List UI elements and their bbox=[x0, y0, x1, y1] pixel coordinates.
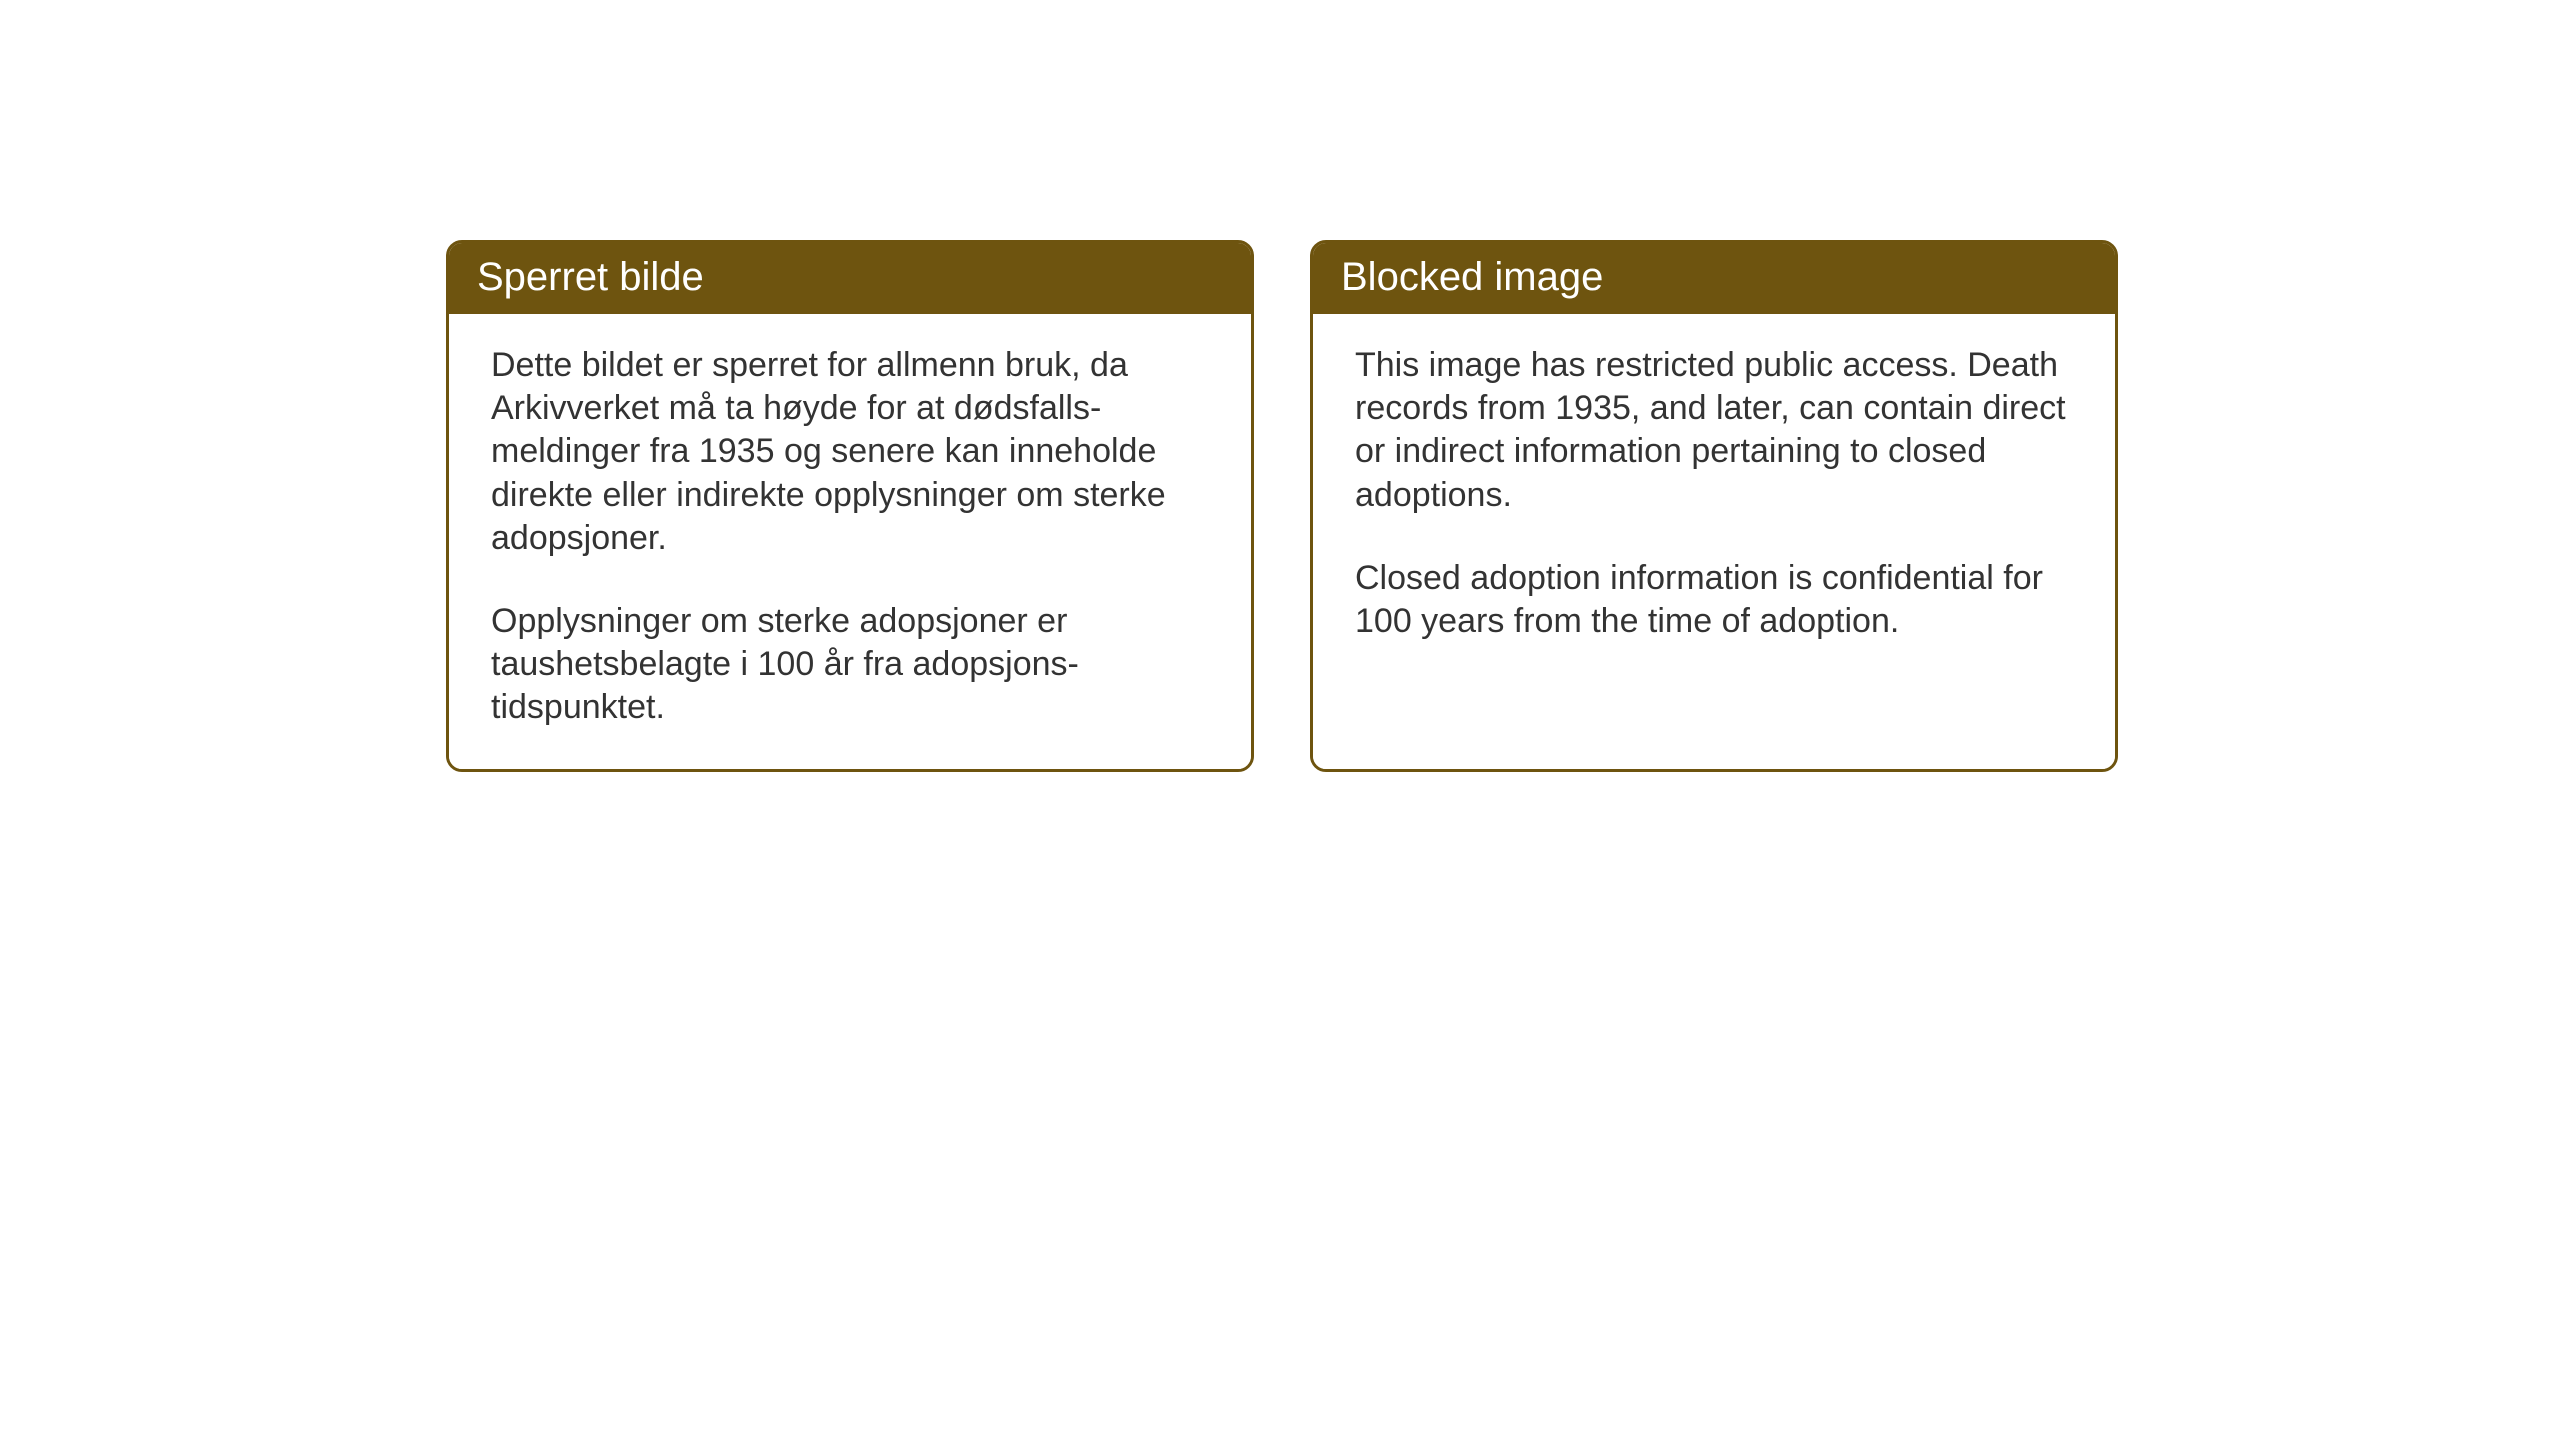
notice-title-english: Blocked image bbox=[1313, 243, 2115, 314]
notice-box-norwegian: Sperret bilde Dette bildet er sperret fo… bbox=[446, 240, 1254, 772]
notice-paragraph-1-english: This image has restricted public access.… bbox=[1355, 344, 2073, 517]
notice-title-norwegian: Sperret bilde bbox=[449, 243, 1251, 314]
notice-paragraph-2-norwegian: Opplysninger om sterke adopsjoner er tau… bbox=[491, 600, 1209, 730]
notice-paragraph-2-english: Closed adoption information is confident… bbox=[1355, 557, 2073, 643]
notice-box-english: Blocked image This image has restricted … bbox=[1310, 240, 2118, 772]
notice-body-norwegian: Dette bildet er sperret for allmenn bruk… bbox=[449, 314, 1251, 769]
notice-body-english: This image has restricted public access.… bbox=[1313, 314, 2115, 769]
notice-paragraph-1-norwegian: Dette bildet er sperret for allmenn bruk… bbox=[491, 344, 1209, 560]
notice-container: Sperret bilde Dette bildet er sperret fo… bbox=[446, 240, 2118, 772]
